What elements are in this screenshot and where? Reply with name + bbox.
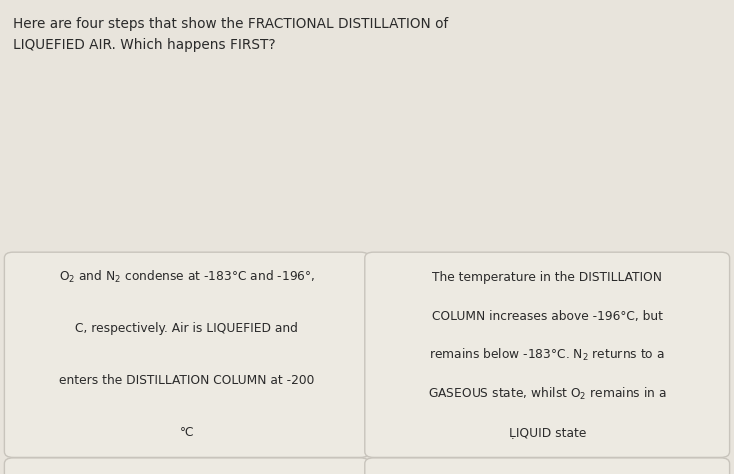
- Text: °C: °C: [180, 426, 194, 439]
- FancyBboxPatch shape: [365, 252, 730, 457]
- Text: GASEOUS state, whilst O$_2$ remains in a: GASEOUS state, whilst O$_2$ remains in a: [428, 385, 666, 401]
- Text: ḶIQUID state: ḶIQUID state: [509, 426, 586, 439]
- FancyBboxPatch shape: [4, 252, 369, 457]
- Text: C, respectively. Air is LIQUEFIED and: C, respectively. Air is LIQUEFIED and: [76, 322, 298, 336]
- Text: COLUMN increases above -196°C, but: COLUMN increases above -196°C, but: [432, 310, 663, 322]
- FancyBboxPatch shape: [4, 458, 369, 474]
- Text: enters the DISTILLATION COLUMN at -200: enters the DISTILLATION COLUMN at -200: [59, 374, 314, 387]
- Text: O$_2$ and N$_2$ condense at -183°C and -196°,: O$_2$ and N$_2$ condense at -183°C and -…: [59, 269, 315, 285]
- Text: Here are four steps that show the FRACTIONAL DISTILLATION of: Here are four steps that show the FRACTI…: [13, 17, 448, 31]
- Text: remains below -183°C. N$_2$ returns to a: remains below -183°C. N$_2$ returns to a: [429, 347, 665, 363]
- Text: LIQUEFIED AIR. Which happens FIRST?: LIQUEFIED AIR. Which happens FIRST?: [13, 38, 276, 52]
- FancyBboxPatch shape: [365, 458, 730, 474]
- Text: The temperature in the DISTILLATION: The temperature in the DISTILLATION: [432, 271, 662, 284]
